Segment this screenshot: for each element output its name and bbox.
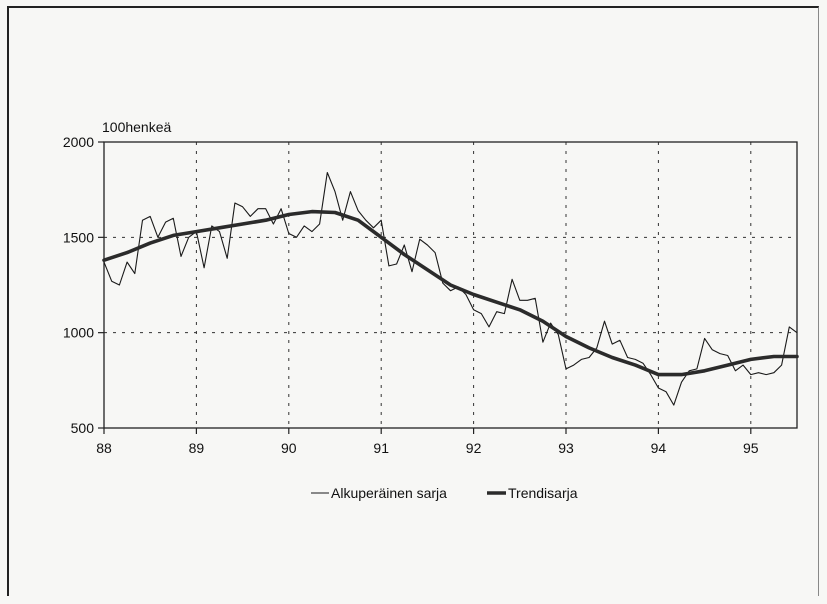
original-series-line xyxy=(103,171,798,406)
x-tick-label-91: 91 xyxy=(373,440,389,456)
y-tick-label-1000: 1000 xyxy=(63,325,94,341)
y-axis-unit-label: 100henkeä xyxy=(102,119,172,135)
y-tick-label-2000: 2000 xyxy=(63,134,94,150)
axis-ticks xyxy=(98,141,752,434)
x-axis-tick-labels: 88 89 90 91 92 93 94 95 xyxy=(96,440,759,456)
y-axis-tick-labels: 500 1000 1500 2000 xyxy=(63,134,94,436)
series-layer xyxy=(102,171,799,406)
legend: Alkuperäinen sarja Trendisarja xyxy=(311,485,578,501)
trend-series-line xyxy=(102,209,799,377)
x-tick-label-89: 89 xyxy=(189,440,205,456)
grid-lines xyxy=(104,142,797,428)
y-tick-label-1500: 1500 xyxy=(63,229,94,245)
y-tick-label-500: 500 xyxy=(71,420,95,436)
plot-area-border xyxy=(103,141,798,429)
legend-label-trend: Trendisarja xyxy=(508,485,578,501)
x-tick-label-88: 88 xyxy=(96,440,112,456)
x-tick-label-92: 92 xyxy=(466,440,482,456)
x-tick-label-95: 95 xyxy=(743,440,759,456)
chart-frame xyxy=(7,6,819,596)
x-tick-label-90: 90 xyxy=(281,440,297,456)
x-tick-label-94: 94 xyxy=(651,440,667,456)
x-tick-label-93: 93 xyxy=(558,440,574,456)
legend-label-original: Alkuperäinen sarja xyxy=(331,485,447,501)
